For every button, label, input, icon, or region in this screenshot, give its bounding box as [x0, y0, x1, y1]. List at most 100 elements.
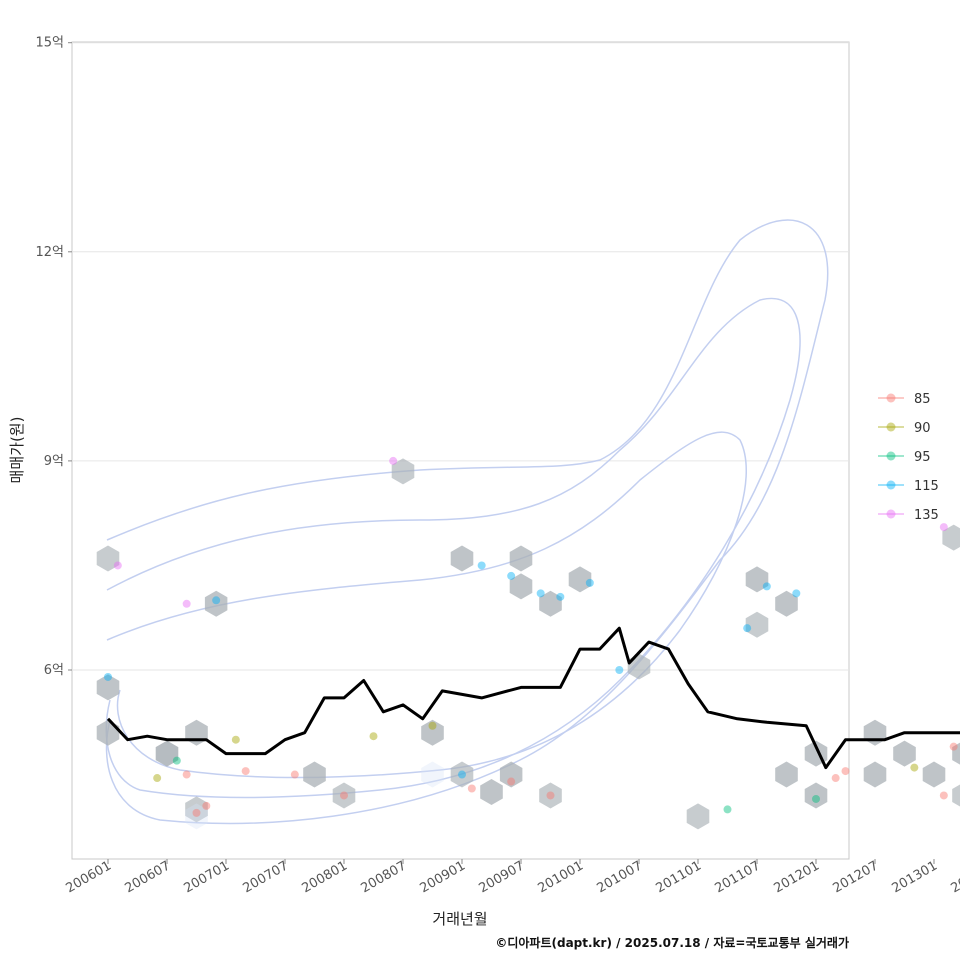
hexbin-cell: [96, 674, 120, 701]
density-contour: [106, 431, 747, 779]
deal-point: [831, 774, 840, 783]
deal-point: [182, 770, 191, 779]
deal-point: [153, 774, 162, 783]
hexbin-cell: [745, 611, 769, 638]
deal-point: [192, 808, 201, 817]
x-tick-label: 200601: [64, 858, 114, 896]
x-tick-label: 201107: [713, 858, 763, 896]
legend-label: 135: [914, 508, 939, 523]
legend-key-point: [886, 451, 896, 461]
gridlines: [72, 42, 849, 671]
hexbin-cell: [303, 761, 326, 788]
hexbin-cell: [952, 784, 960, 807]
hexbin-cell: [96, 545, 120, 572]
deal-point: [556, 592, 565, 601]
x-tick-label: 201201: [772, 858, 822, 896]
hexbin-cell: [804, 782, 828, 809]
hexbin-cell: [480, 779, 503, 805]
density-contours: [105, 219, 829, 825]
x-tick-label: 200807: [359, 858, 409, 896]
deal-point: [723, 805, 732, 814]
deal-point: [743, 624, 752, 633]
deal-point: [104, 672, 112, 681]
hexbin-cell: [185, 796, 208, 823]
x-tick-label: 200901: [418, 858, 468, 896]
legend: 85 90 95 115 135: [878, 392, 939, 523]
hexbin-cell: [155, 740, 179, 767]
hexbin-cell: [450, 545, 474, 572]
y-tick-label: 12억: [35, 245, 64, 260]
deal-point: [762, 582, 771, 591]
y-tick-label: 15억: [35, 36, 64, 51]
hexbin-cell: [686, 803, 710, 830]
deal-point: [546, 791, 555, 800]
deal-point: [290, 770, 299, 779]
hexbin-cell: [745, 566, 769, 593]
hexbin-cell: [863, 719, 887, 746]
deal-point: [949, 742, 958, 751]
y-axis-ticks: 6억 9억 12억 15억: [35, 36, 72, 678]
hexbin-cell: [539, 782, 562, 809]
deal-points: [104, 456, 958, 817]
hexbin-cell: [893, 740, 916, 767]
deal-point: [241, 767, 250, 776]
hexbin-cell: [332, 782, 356, 809]
hexbin-cell: [775, 761, 798, 788]
x-tick-label: 201001: [536, 858, 586, 896]
deal-point: [841, 767, 850, 776]
density-contour: [105, 219, 829, 825]
deal-point: [182, 599, 191, 608]
x-tick-label: 201007: [595, 858, 645, 896]
x-tick-label: 200907: [477, 858, 527, 896]
legend-label: 95: [914, 450, 931, 465]
legend-label: 90: [914, 421, 931, 436]
x-tick-label: 201301: [890, 858, 940, 896]
density-contour: [105, 297, 801, 799]
deal-point: [458, 770, 466, 779]
x-tick-label: 201207: [831, 858, 881, 896]
hexbin-cell: [204, 590, 228, 617]
hexbin-cell: [568, 566, 592, 593]
caption: ©디아파트(dapt.kr) / 2025.07.18 / 자료=국토교통부 실…: [495, 935, 849, 950]
legend-key-point: [886, 480, 896, 490]
deal-point: [389, 456, 398, 465]
legend-key-point: [886, 422, 896, 432]
deal-point: [910, 763, 919, 772]
legend-key-point: [886, 393, 896, 403]
deal-point: [507, 571, 516, 580]
y-axis-title: 매매가(원): [8, 417, 26, 484]
hexbin-cell: [450, 761, 474, 788]
median-price-line: [106, 626, 960, 770]
hexbin-cell: [499, 761, 523, 788]
deal-point: [536, 589, 545, 598]
legend-label: 85: [914, 392, 931, 407]
deal-point: [340, 791, 348, 800]
x-axis-ticks: 200601 200607 200701 200707 200801 200807 2009…: [64, 858, 960, 896]
x-tick-label: 200701: [182, 858, 232, 896]
hexbin-cell: [539, 590, 562, 617]
x-tick-label: 201307: [949, 858, 960, 896]
hexbin-cell: [509, 545, 533, 572]
deal-point: [792, 589, 801, 598]
deal-point: [615, 666, 624, 674]
deal-point: [812, 794, 820, 803]
x-axis-title: 거래년월: [432, 910, 487, 928]
hexbin-cell: [922, 761, 946, 788]
deal-point: [507, 777, 516, 786]
hexbin-layer: [96, 458, 960, 830]
deal-point: [202, 801, 211, 810]
deal-point: [369, 732, 378, 741]
deal-point: [428, 721, 437, 730]
x-tick-label: 201101: [654, 858, 704, 896]
y-tick-label: 9억: [44, 454, 64, 469]
hexbin-cell: [391, 458, 415, 485]
hexbin-cell: [942, 524, 960, 551]
deal-point: [172, 756, 181, 765]
hexbin-cell: [775, 590, 798, 617]
hexbin-cell: [185, 803, 208, 830]
deal-point: [585, 578, 594, 587]
x-tick-label: 200607: [123, 858, 173, 896]
deal-point: [939, 523, 948, 532]
hexbin-cell: [952, 742, 960, 765]
